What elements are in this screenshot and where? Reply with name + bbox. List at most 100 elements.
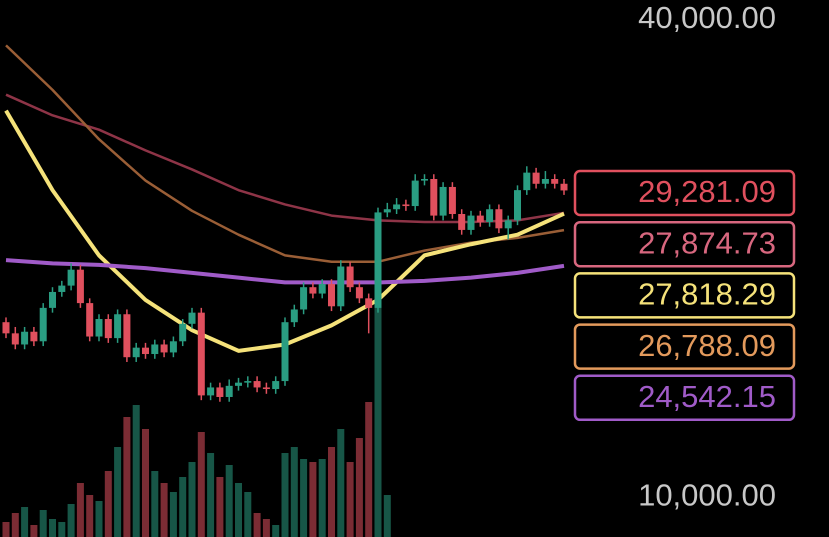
candle-body xyxy=(49,291,56,308)
candle-body xyxy=(346,266,354,288)
candle-body xyxy=(421,179,428,181)
price-badge xyxy=(573,323,796,370)
candle-body xyxy=(132,347,140,358)
candle-body xyxy=(458,214,466,230)
candle-body xyxy=(448,186,456,215)
candle-body xyxy=(281,322,289,382)
volume-bar xyxy=(151,471,159,537)
candle-body xyxy=(467,215,475,230)
candle-body xyxy=(262,387,270,390)
volume-bar xyxy=(30,525,38,537)
candle-body xyxy=(355,287,363,299)
volume-bar xyxy=(253,513,261,537)
candle-body xyxy=(67,269,75,286)
volume-bar xyxy=(346,462,354,537)
volume-bar xyxy=(104,471,112,537)
candle-body xyxy=(39,307,47,342)
candle-body xyxy=(430,179,438,216)
candle-body xyxy=(123,314,131,358)
volume-bar xyxy=(132,405,140,537)
price-badge-label: 27,818.29 xyxy=(638,277,776,312)
candle-body xyxy=(95,319,103,337)
volume-bar xyxy=(244,492,252,537)
candle-body xyxy=(476,215,484,222)
candle-body xyxy=(411,180,419,207)
volume-bar xyxy=(328,447,335,537)
candle-body xyxy=(402,204,410,207)
candle-body xyxy=(76,269,84,304)
price-badge xyxy=(573,220,796,268)
candle-body xyxy=(160,344,168,353)
candle-body xyxy=(235,382,242,386)
candle-body xyxy=(365,298,373,308)
candle-body xyxy=(169,341,177,353)
volume-bar xyxy=(188,462,196,537)
candle-body xyxy=(300,287,308,310)
candle-body xyxy=(244,381,252,383)
candle-body xyxy=(216,387,224,397)
volume-bar xyxy=(318,459,326,537)
moving-average-line xyxy=(5,44,565,263)
candle-body xyxy=(318,284,326,294)
volume-bar xyxy=(67,504,75,537)
volume-bar xyxy=(365,402,373,537)
candle-body xyxy=(551,179,559,184)
volume-bar xyxy=(114,447,122,537)
candle-body xyxy=(504,220,512,229)
volume-bar xyxy=(11,513,19,537)
volume-bar xyxy=(281,453,289,537)
volume-bar xyxy=(95,501,103,537)
candle-body xyxy=(197,312,205,396)
volume-bar xyxy=(142,429,149,537)
volume-bar xyxy=(169,492,177,537)
volume-bar xyxy=(197,432,205,537)
candle-body xyxy=(86,303,94,337)
price-badge-label: 29,281.09 xyxy=(638,174,776,209)
volume-bar xyxy=(39,510,47,537)
candle-body xyxy=(439,186,447,216)
candle-body xyxy=(188,312,196,324)
candle-body xyxy=(225,385,233,397)
candle-body xyxy=(207,387,215,396)
y-tick-label: 10,000.00 xyxy=(638,477,776,512)
volume-bar xyxy=(309,462,317,537)
candle-body xyxy=(374,212,382,308)
volume-bar xyxy=(225,465,233,537)
candle-body xyxy=(523,172,531,191)
candle-body xyxy=(142,347,149,355)
price-badge-label: 24,542.15 xyxy=(638,379,776,414)
candle-body xyxy=(383,209,391,213)
volume-bar xyxy=(86,495,94,537)
volume-bar xyxy=(207,453,215,537)
candle-body xyxy=(58,285,66,292)
volume-bar xyxy=(216,477,224,537)
candle-body xyxy=(104,319,112,339)
candle-body xyxy=(337,266,345,307)
volume-bar xyxy=(272,525,280,537)
candle-body xyxy=(114,314,122,339)
candle-body xyxy=(179,323,187,342)
price-badge xyxy=(573,272,796,319)
candle-body xyxy=(514,190,521,221)
moving-average-line xyxy=(5,258,565,285)
candle-body xyxy=(2,322,10,334)
candle-body xyxy=(290,309,298,323)
volume-bar xyxy=(160,483,168,537)
volume-bar xyxy=(337,429,345,537)
volume-bar xyxy=(58,522,66,537)
volume-bar xyxy=(179,477,187,537)
candle-body xyxy=(309,287,317,294)
volume-bar xyxy=(2,522,10,537)
candle-body xyxy=(328,284,335,307)
price-badge xyxy=(573,374,796,422)
price-badge-label: 26,788.09 xyxy=(638,328,776,363)
volume-bar xyxy=(300,459,308,537)
candle-body xyxy=(151,344,159,355)
candle-body xyxy=(393,204,401,210)
y-tick-label: 40,000.00 xyxy=(638,0,776,35)
candle-body xyxy=(253,381,261,388)
price-badge xyxy=(573,169,796,217)
candle-body xyxy=(21,331,29,345)
